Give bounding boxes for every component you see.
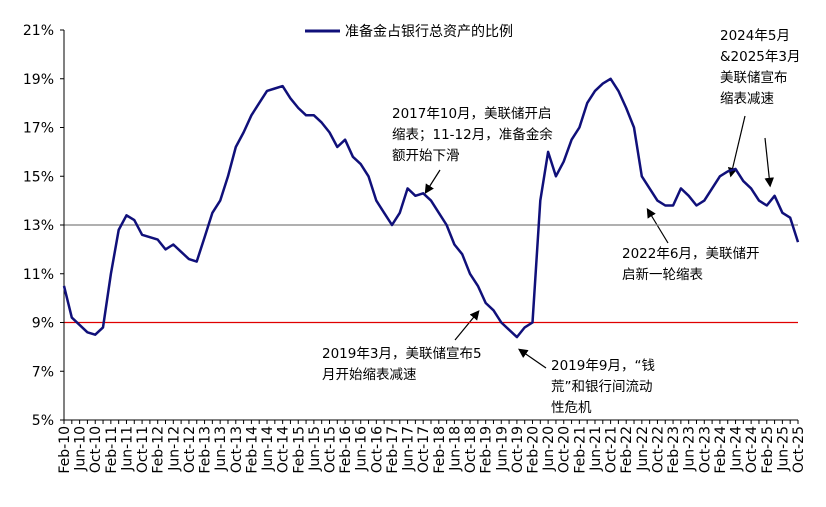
x-tick-label: Oct-16 (369, 426, 385, 473)
annotation: 荒”和银行间流动 (551, 379, 653, 395)
x-tick-label: Feb-14 (244, 426, 260, 474)
x-tick-label: Oct-13 (229, 426, 245, 473)
x-tick-label: Feb-24 (713, 426, 729, 474)
annotation: 2024年5月 (720, 28, 790, 44)
x-tick-label: Jun-20 (541, 426, 557, 472)
x-tick-label: Jun-25 (775, 426, 791, 472)
series-line (62, 77, 800, 339)
y-tick-label: 17% (23, 121, 54, 137)
x-tick-label: Jun-24 (729, 426, 745, 472)
annotation: 2017年10月，美联储开启 (392, 106, 552, 122)
x-tick-label: Jun-11 (119, 426, 135, 472)
x-tick-label: Oct-24 (744, 426, 760, 473)
x-tick-label: Oct-17 (416, 426, 432, 473)
x-tick-label: Feb-18 (432, 426, 448, 474)
annotation: &2025年3月 (720, 49, 800, 65)
annotation: 2022年6月，美联储开 (622, 246, 759, 262)
x-tick-label: Oct-25 (791, 426, 807, 473)
x-tick-label: Feb-23 (666, 426, 682, 474)
x-tick-label: Feb-19 (479, 426, 495, 474)
y-tick-label: 7% (32, 364, 54, 380)
annotation: 缩表；11-12月，准备金余 (392, 126, 553, 143)
annotation: 月开始缩表减速 (322, 367, 417, 383)
y-tick-label: 9% (32, 316, 54, 332)
x-tick-label: Jun-10 (73, 426, 89, 472)
x-tick-label: Feb-20 (526, 426, 542, 474)
annotation: 2019年9月，“钱 (551, 358, 655, 374)
legend-label: 准备金占银行总资产的比例 (345, 23, 513, 40)
x-tick-label: Jun-22 (635, 426, 651, 472)
x-tick-label: Jun-13 (213, 426, 229, 472)
arrow (454, 310, 480, 341)
annotation: 美联储宣布 (720, 70, 788, 86)
x-tick-label: Oct-18 (463, 426, 479, 473)
x-tick-label: Jun-18 (447, 426, 463, 472)
x-tick-label: Oct-10 (88, 426, 104, 473)
x-tick-label: Jun-12 (166, 426, 182, 472)
x-tick-label: Feb-21 (572, 426, 588, 474)
x-tick-label: Feb-12 (151, 426, 167, 474)
x-tick-label: Oct-23 (697, 426, 713, 473)
arrow (727, 115, 746, 178)
arrow (518, 348, 547, 369)
x-tick-label: Oct-21 (604, 426, 620, 473)
x-tick-label: Feb-25 (760, 426, 776, 474)
x-tick-label: Oct-15 (322, 426, 338, 473)
x-tick-label: Feb-16 (338, 426, 354, 474)
x-tick-label: Jun-23 (682, 426, 698, 472)
y-tick-label: 13% (23, 218, 54, 234)
x-tick-label: Jun-16 (354, 426, 370, 472)
x-tick-label: Jun-17 (401, 426, 417, 472)
y-tick-label: 5% (32, 413, 54, 429)
annotation: 性危机 (551, 400, 592, 416)
x-tick-label: Jun-14 (260, 426, 276, 472)
y-tick-label: 19% (23, 72, 54, 88)
x-tick-label: Feb-10 (57, 426, 73, 474)
arrows (424, 115, 775, 369)
x-tick-label: Oct-22 (650, 426, 666, 473)
x-tick-label: Oct-14 (276, 426, 292, 473)
x-tick-label: Jun-15 (307, 426, 323, 472)
x-tick-label: Oct-20 (557, 426, 573, 473)
annotation: 额开始下滑 (392, 148, 460, 164)
x-tick-label: Feb-11 (104, 426, 120, 474)
annotation: 2019年3月，美联储宣布5 (322, 346, 482, 362)
x-tick-label: Feb-15 (291, 426, 307, 474)
y-tick-label: 21% (23, 23, 54, 39)
arrow (764, 137, 775, 188)
x-tick-label: Feb-13 (198, 426, 214, 474)
arrow (646, 207, 669, 244)
x-tick-label: Jun-19 (494, 426, 510, 472)
x-tick-label: Jun-21 (588, 426, 604, 472)
x-tick-label: Oct-11 (135, 426, 151, 473)
y-tick-label: 11% (23, 267, 54, 283)
x-tick-label: Oct-19 (510, 426, 526, 473)
x-tick-label: Oct-12 (182, 426, 198, 473)
x-tick-label: Feb-22 (619, 426, 635, 474)
arrow (424, 169, 441, 195)
annotation: 启新一轮缩表 (622, 267, 703, 283)
annotation: 缩表减速 (720, 91, 774, 107)
x-tick-label: Feb-17 (385, 426, 401, 474)
y-tick-label: 15% (23, 169, 54, 185)
